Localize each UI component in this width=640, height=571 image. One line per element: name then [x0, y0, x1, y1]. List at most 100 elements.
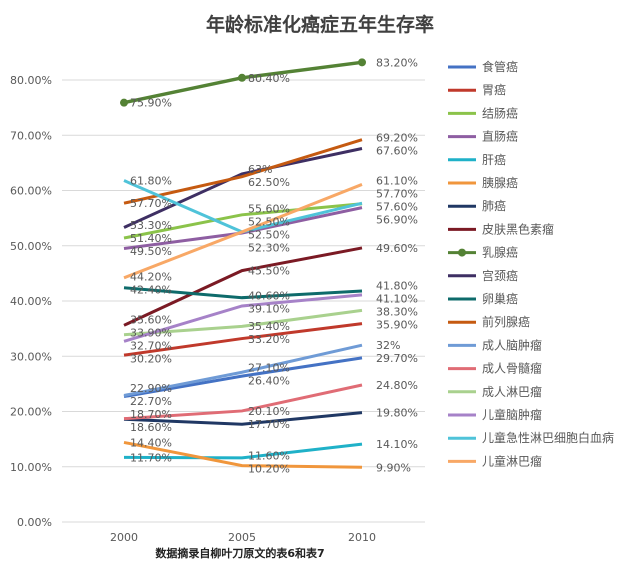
data-label: 49.50% — [130, 245, 172, 258]
data-label: 10.20% — [248, 462, 290, 475]
source-footnote: 数据摘录自柳叶刀原文的表6和表7 — [155, 547, 325, 560]
legend-label: 成人淋巴瘤 — [482, 384, 542, 399]
data-label: 18.60% — [130, 421, 172, 434]
data-label: 20.10% — [248, 405, 290, 418]
data-point — [120, 98, 128, 107]
series-line — [123, 202, 363, 240]
data-label: 44.20% — [130, 270, 172, 283]
data-label: 57.70% — [376, 187, 418, 200]
data-label: 69.20% — [376, 132, 418, 145]
data-label: 17.70% — [248, 418, 290, 431]
series-line — [123, 246, 363, 327]
data-label: 63% — [248, 163, 272, 176]
data-label: 62.50% — [248, 176, 290, 189]
data-label: 19.80% — [376, 407, 418, 420]
data-label: 11.70% — [130, 451, 172, 464]
data-label: 35.60% — [130, 314, 172, 327]
series-line — [123, 356, 363, 399]
chart-title: 年龄标准化癌症五年生存率 — [205, 14, 434, 36]
data-label: 40.60% — [248, 289, 290, 302]
data-point — [358, 58, 366, 67]
series-line — [123, 286, 363, 300]
data-label: 32.70% — [130, 340, 172, 353]
y-tick-label: 10.00% — [10, 461, 52, 474]
data-label: 26.40% — [248, 375, 290, 388]
x-tick-label: 2005 — [228, 531, 256, 544]
y-tick-label: 60.00% — [10, 185, 52, 198]
series-line — [123, 442, 363, 460]
legend-label: 皮肤黑色素瘤 — [482, 221, 554, 236]
data-point — [238, 73, 246, 82]
data-label: 67.60% — [376, 145, 418, 158]
y-tick-label: 70.00% — [10, 129, 52, 142]
series-line — [123, 147, 363, 229]
data-label: 33.90% — [130, 327, 172, 340]
legend-label: 胰腺癌 — [482, 175, 518, 190]
data-label: 55.60% — [248, 202, 290, 215]
legend-label: 肝癌 — [482, 152, 506, 167]
y-tick-label: 80.00% — [10, 74, 52, 87]
series-line — [123, 183, 363, 280]
data-label: 18.70% — [130, 408, 172, 421]
legend-label: 儿童淋巴瘤 — [482, 453, 542, 468]
data-label: 42.40% — [130, 283, 172, 296]
legend-label: 肺癌 — [482, 198, 506, 213]
legend-label: 食管癌 — [482, 59, 518, 74]
legend-label: 宫颈癌 — [482, 268, 518, 283]
data-label: 35.40% — [248, 320, 290, 333]
data-label: 35.90% — [376, 319, 418, 332]
series-line — [123, 138, 363, 205]
legend-label: 成人骨髓瘤 — [482, 361, 542, 376]
series-line — [123, 293, 363, 343]
data-label: 57.60% — [376, 200, 418, 213]
data-label: 53.30% — [130, 219, 172, 232]
data-label: 51.40% — [130, 232, 172, 245]
data-label: 30.20% — [130, 353, 172, 366]
data-label: 52.50% — [248, 228, 290, 241]
legend-label: 胃癌 — [482, 82, 506, 97]
data-label: 80.40% — [248, 72, 290, 85]
y-tick-label: 50.00% — [10, 240, 52, 253]
data-label: 41.80% — [376, 280, 418, 293]
x-tick-label: 2010 — [348, 531, 376, 544]
data-label: 52.30% — [248, 241, 290, 254]
data-label: 9.90% — [376, 461, 411, 474]
data-label: 33.20% — [248, 333, 290, 346]
y-tick-label: 0.00% — [17, 516, 52, 529]
data-label: 75.90% — [130, 97, 172, 110]
legend-marker — [458, 248, 466, 257]
series-line — [123, 383, 363, 421]
x-tick-label: 2000 — [110, 531, 138, 544]
data-label: 49.60% — [376, 242, 418, 255]
data-label: 52.50% — [248, 215, 290, 228]
legend-label: 儿童脑肿瘤 — [482, 407, 542, 422]
data-label: 83.20% — [376, 56, 418, 69]
series-line — [123, 411, 363, 426]
data-label: 14.10% — [376, 438, 418, 451]
legend-label: 成人脑肿瘤 — [482, 337, 542, 352]
data-label: 24.80% — [376, 379, 418, 392]
series-line — [123, 308, 363, 337]
series-line — [123, 343, 363, 397]
data-label: 27.10% — [248, 362, 290, 375]
data-label: 29.70% — [376, 352, 418, 365]
series-line — [123, 440, 363, 469]
data-label: 39.10% — [248, 302, 290, 315]
data-label: 61.10% — [376, 174, 418, 187]
data-label: 57.70% — [130, 197, 172, 210]
legend-label: 儿童急性淋巴细胞白血病 — [482, 430, 614, 445]
y-tick-label: 40.00% — [10, 295, 52, 308]
data-label: 11.60% — [248, 449, 290, 462]
data-label: 32% — [376, 339, 400, 352]
data-label: 22.90% — [130, 382, 172, 395]
data-label: 41.10% — [376, 293, 418, 306]
series-line — [123, 322, 363, 357]
data-label: 56.90% — [376, 213, 418, 226]
data-label: 45.50% — [248, 265, 290, 278]
data-label: 22.70% — [130, 395, 172, 408]
legend-label: 乳腺癌 — [482, 245, 518, 260]
data-label: 61.80% — [130, 175, 172, 188]
legend-label: 卵巢癌 — [482, 291, 518, 306]
legend-label: 结肠癌 — [482, 105, 518, 120]
